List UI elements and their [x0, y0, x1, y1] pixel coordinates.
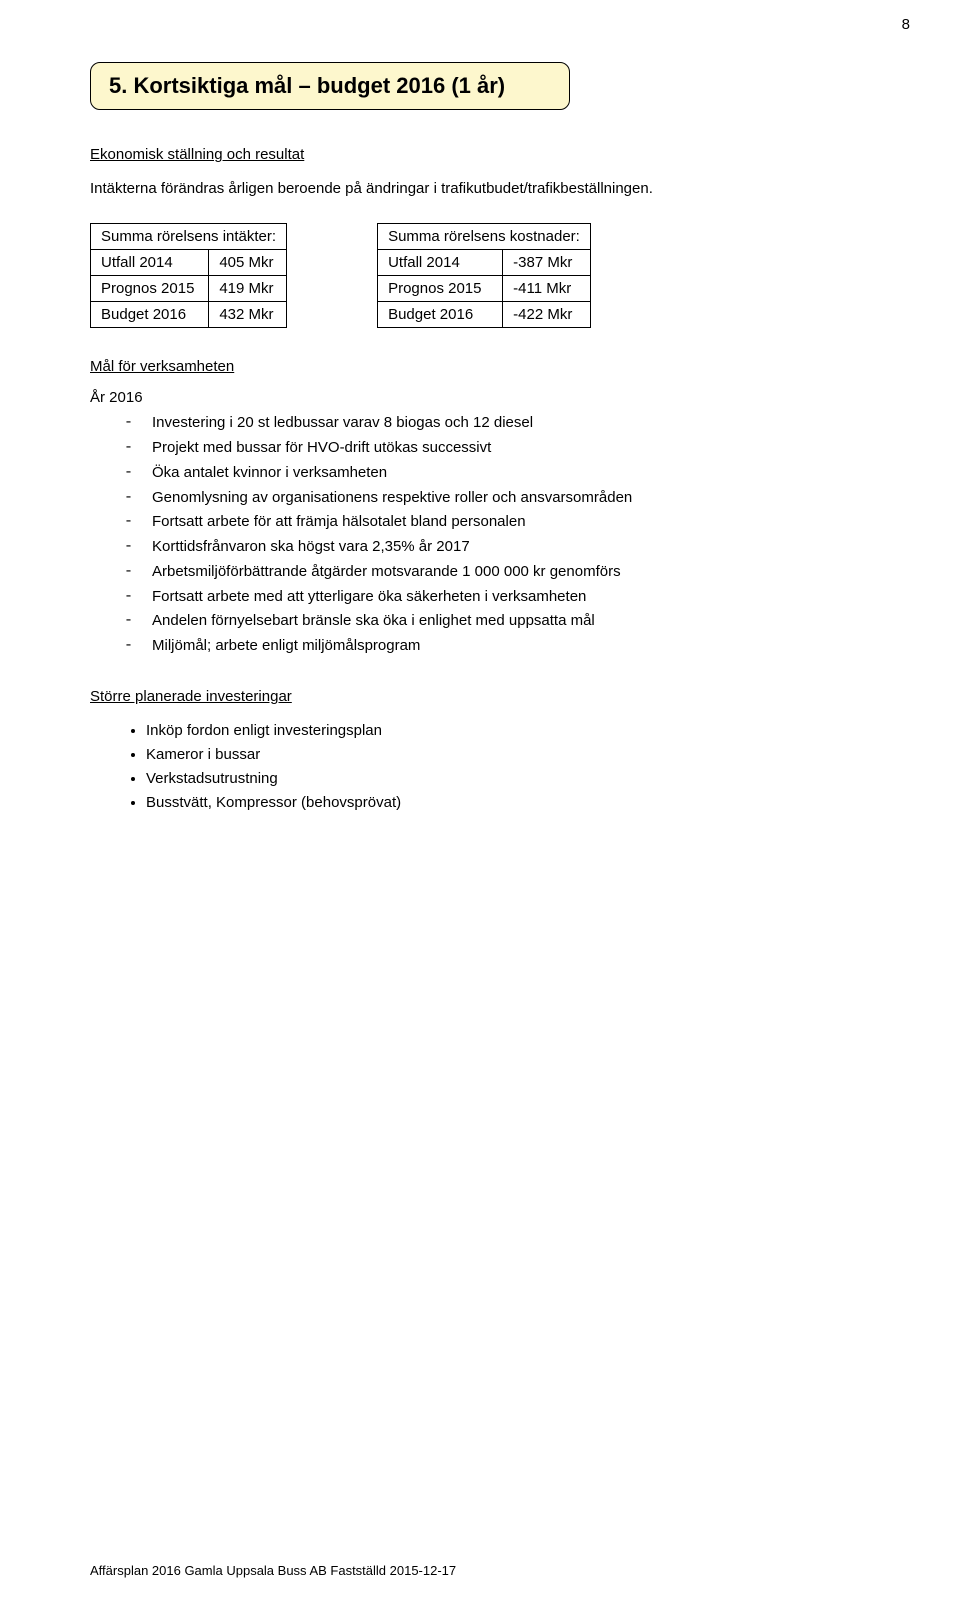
list-item-text: Genomlysning av organisationens respekti… [152, 489, 632, 506]
title-box: 5. Kortsiktiga mål – budget 2016 (1 år) [90, 62, 570, 110]
tables-row: Summa rörelsens intäkter:Utfall 2014405 … [90, 223, 870, 328]
list-item: Miljömål; arbete enligt miljömålsprogram [124, 635, 870, 658]
table-cell: 432 Mkr [209, 302, 287, 328]
list-item: Investering i 20 st ledbussar varav 8 bi… [124, 412, 870, 435]
list-item: Fortsatt arbete för att främja hälsotale… [124, 511, 870, 534]
list-item: Verkstadsutrustning [146, 767, 870, 791]
table-row: Budget 2016432 Mkr [91, 302, 287, 328]
list-item: Öka antalet kvinnor i verksamheten [124, 462, 870, 485]
table-row: Prognos 2015-411 Mkr [378, 276, 591, 302]
list-item: Inköp fordon enligt investeringsplan [146, 719, 870, 743]
table-cell: -411 Mkr [503, 276, 591, 302]
goals-year: År 2016 [90, 389, 870, 406]
section-body-economy: Intäkterna förändras årligen beroende på… [90, 179, 870, 199]
table-cell: Budget 2016 [378, 302, 503, 328]
investments-list: Inköp fordon enligt investeringsplanKame… [90, 719, 870, 815]
table-costs: Summa rörelsens kostnader:Utfall 2014-38… [377, 223, 591, 328]
list-item-text: Projekt med bussar för HVO-drift utökas … [152, 439, 491, 456]
list-item-text: Fortsatt arbete för att främja hälsotale… [152, 513, 526, 530]
page-number: 8 [902, 16, 910, 33]
list-item: Andelen förnyelsebart bränsle ska öka i … [124, 610, 870, 633]
list-item-text: Investering i 20 st ledbussar varav 8 bi… [152, 414, 533, 431]
list-item: Korttidsfrånvaron ska högst vara 2,35% å… [124, 536, 870, 559]
table-row: Prognos 2015419 Mkr [91, 276, 287, 302]
list-item-text: Andelen förnyelsebart bränsle ska öka i … [152, 612, 595, 629]
table-cell: -387 Mkr [503, 250, 591, 276]
list-item: Genomlysning av organisationens respekti… [124, 487, 870, 510]
table-cell: Utfall 2014 [378, 250, 503, 276]
footer: Affärsplan 2016 Gamla Uppsala Buss AB Fa… [90, 1563, 456, 1578]
table-income: Summa rörelsens intäkter:Utfall 2014405 … [90, 223, 287, 328]
table-cell: Utfall 2014 [91, 250, 209, 276]
table-cell: -422 Mkr [503, 302, 591, 328]
table-row: Utfall 2014405 Mkr [91, 250, 287, 276]
table-header-cell: Summa rörelsens kostnader: [378, 224, 591, 250]
table-header-cell: Summa rörelsens intäkter: [91, 224, 287, 250]
table-cell: Budget 2016 [91, 302, 209, 328]
investments-heading: Större planerade investeringar [90, 688, 870, 705]
table-cell: Prognos 2015 [91, 276, 209, 302]
list-item: Busstvätt, Kompressor (behovsprövat) [146, 791, 870, 815]
table-cell: 405 Mkr [209, 250, 287, 276]
table-row: Budget 2016-422 Mkr [378, 302, 591, 328]
page: 8 5. Kortsiktiga mål – budget 2016 (1 år… [0, 0, 960, 1606]
list-item-text: Arbetsmiljöförbättrande åtgärder motsvar… [152, 563, 621, 580]
list-item: Kameror i bussar [146, 743, 870, 767]
list-item-text: Korttidsfrånvaron ska högst vara 2,35% å… [152, 538, 470, 555]
table-row: Utfall 2014-387 Mkr [378, 250, 591, 276]
goals-list: Investering i 20 st ledbussar varav 8 bi… [124, 412, 870, 658]
list-item: Projekt med bussar för HVO-drift utökas … [124, 437, 870, 460]
section-heading-economy: Ekonomisk ställning och resultat [90, 146, 870, 163]
list-item-text: Miljömål; arbete enligt miljömålsprogram [152, 637, 420, 654]
list-item: Fortsatt arbete med att ytterligare öka … [124, 586, 870, 609]
goals-heading: Mål för verksamheten [90, 358, 870, 375]
list-item-text: Fortsatt arbete med att ytterligare öka … [152, 588, 586, 605]
list-item: Arbetsmiljöförbättrande åtgärder motsvar… [124, 561, 870, 584]
list-item-text: Öka antalet kvinnor i verksamheten [152, 464, 387, 481]
title-text: 5. Kortsiktiga mål – budget 2016 (1 år) [109, 73, 505, 98]
table-cell: 419 Mkr [209, 276, 287, 302]
table-cell: Prognos 2015 [378, 276, 503, 302]
